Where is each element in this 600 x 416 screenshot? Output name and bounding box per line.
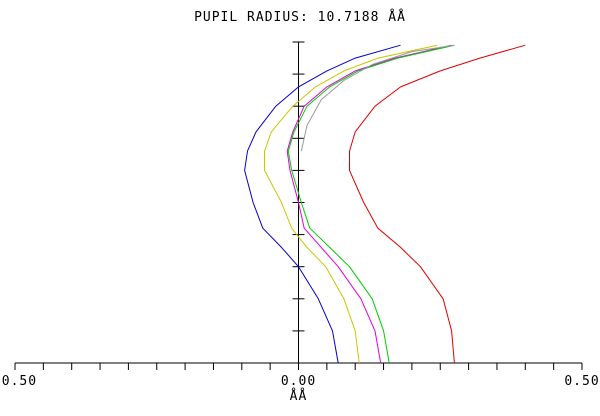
x-tick-label: -0.50 [0,374,37,389]
x-tick-label: 0.00 [281,374,316,389]
series-line-2 [264,44,438,364]
x-axis-label: ÅÅ [290,388,308,404]
x-tick-label: 0.50 [564,374,599,389]
axes [14,41,583,370]
series-line-4 [287,44,455,364]
series-line-3 [286,44,452,364]
series-line-1 [244,44,401,364]
chart-title: PUPIL RADIUS: 10.7188 ÅÅ [194,9,406,25]
plot-series [244,44,526,364]
series-line-5 [300,44,455,152]
axis-labels: -0.50 0.00 0.50 ÅÅ [0,374,599,404]
series-line-6 [349,44,526,364]
